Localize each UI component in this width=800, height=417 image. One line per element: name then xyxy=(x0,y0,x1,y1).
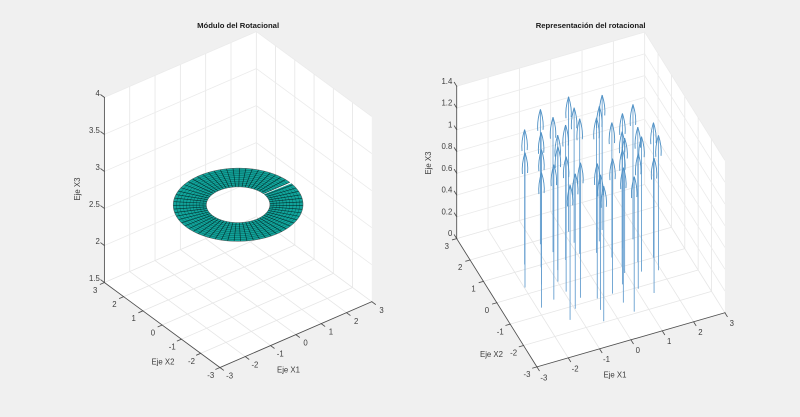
svg-text:1: 1 xyxy=(132,314,136,323)
svg-text:0.2: 0.2 xyxy=(441,207,452,216)
svg-text:-1: -1 xyxy=(169,343,176,352)
svg-text:1: 1 xyxy=(667,337,671,346)
svg-text:0.6: 0.6 xyxy=(441,164,452,173)
svg-text:0: 0 xyxy=(448,229,453,238)
svg-text:1.2: 1.2 xyxy=(441,99,452,108)
svg-text:-3: -3 xyxy=(524,370,531,379)
svg-text:-1: -1 xyxy=(277,350,284,359)
svg-text:Eje X3: Eje X3 xyxy=(73,178,82,201)
svg-text:Módulo del Rotacional: Módulo del Rotacional xyxy=(197,21,279,30)
svg-text:4: 4 xyxy=(95,89,100,98)
svg-text:2: 2 xyxy=(698,328,702,337)
svg-text:2: 2 xyxy=(458,263,462,272)
svg-text:Eje X3: Eje X3 xyxy=(424,152,433,175)
svg-text:3: 3 xyxy=(93,286,97,295)
svg-text:-2: -2 xyxy=(572,364,579,373)
svg-text:Eje X2: Eje X2 xyxy=(480,350,503,359)
svg-text:0: 0 xyxy=(636,346,641,355)
svg-text:-3: -3 xyxy=(207,371,214,380)
svg-text:1: 1 xyxy=(471,285,475,294)
svg-text:Eje X1: Eje X1 xyxy=(604,371,627,380)
svg-text:-3: -3 xyxy=(540,373,547,382)
svg-text:1.4: 1.4 xyxy=(441,77,453,86)
svg-text:3: 3 xyxy=(445,242,449,251)
svg-text:0: 0 xyxy=(151,328,156,337)
svg-text:-2: -2 xyxy=(188,357,195,366)
svg-text:3.5: 3.5 xyxy=(89,126,101,135)
svg-text:2.5: 2.5 xyxy=(89,200,101,209)
svg-text:-2: -2 xyxy=(251,361,258,370)
svg-text:3: 3 xyxy=(379,306,383,315)
svg-text:3: 3 xyxy=(95,163,99,172)
svg-text:0.4: 0.4 xyxy=(441,186,453,195)
svg-text:2: 2 xyxy=(354,317,358,326)
svg-text:2: 2 xyxy=(112,300,116,309)
svg-text:0: 0 xyxy=(485,306,490,315)
svg-text:0.8: 0.8 xyxy=(441,142,452,151)
svg-text:Eje X2: Eje X2 xyxy=(152,358,175,367)
svg-text:1: 1 xyxy=(448,120,452,129)
svg-text:-1: -1 xyxy=(603,355,610,364)
svg-text:0: 0 xyxy=(303,339,308,348)
svg-text:-3: -3 xyxy=(226,372,233,381)
svg-text:2: 2 xyxy=(95,237,99,246)
svg-text:1.5: 1.5 xyxy=(89,274,101,283)
svg-text:Representación del rotacional: Representación del rotacional xyxy=(536,21,646,30)
svg-text:-2: -2 xyxy=(510,349,517,358)
svg-text:Eje X1: Eje X1 xyxy=(277,365,300,374)
svg-text:3: 3 xyxy=(730,319,734,328)
svg-text:-1: -1 xyxy=(497,327,504,336)
svg-text:1: 1 xyxy=(329,328,333,337)
